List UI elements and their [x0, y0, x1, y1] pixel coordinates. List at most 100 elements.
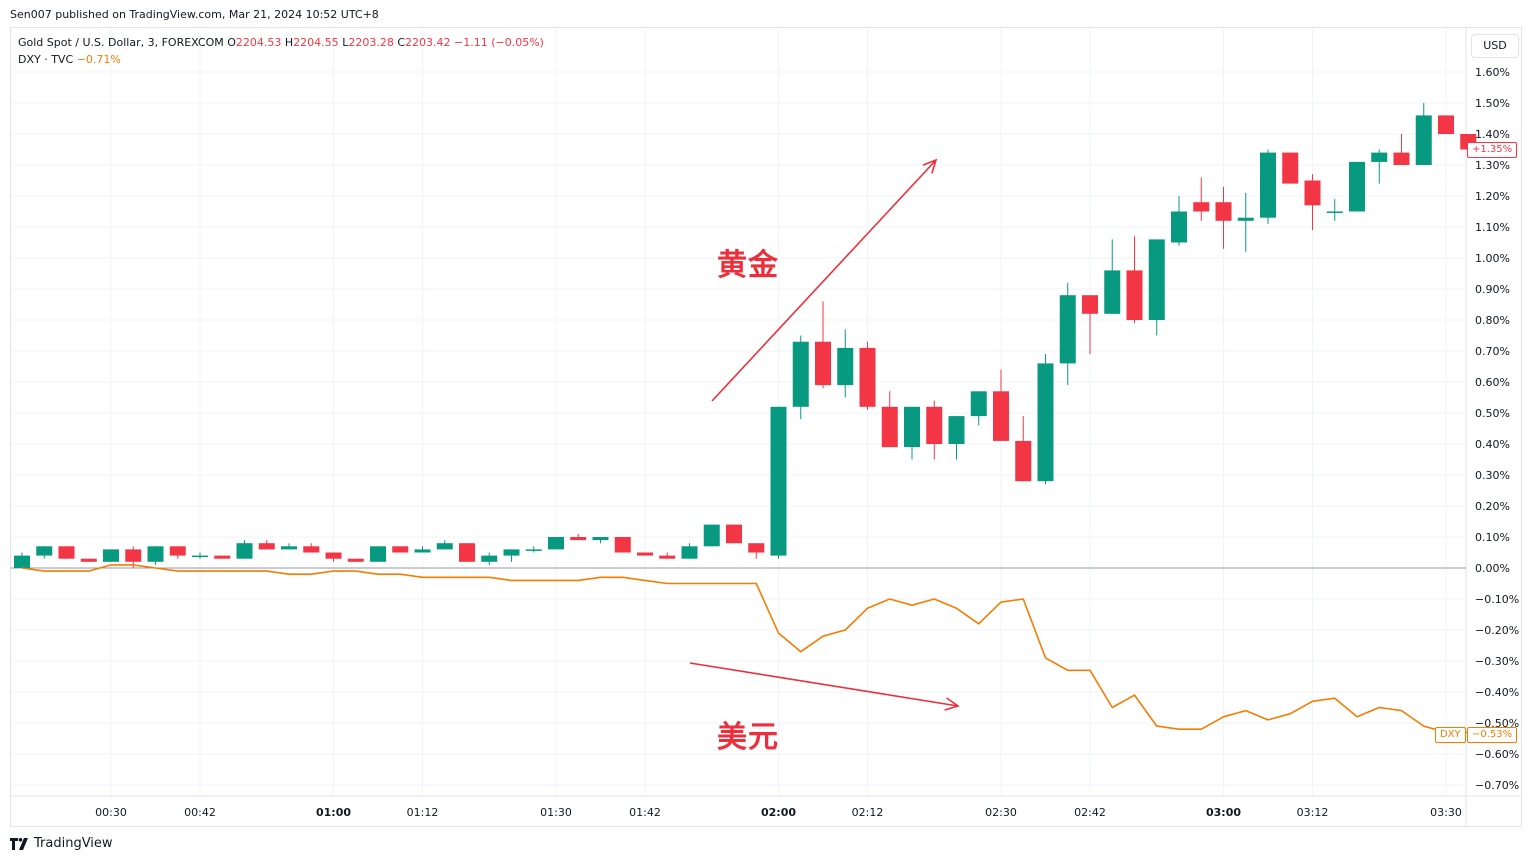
compare-symbol-legend: DXY · TVC −0.71% [18, 53, 121, 66]
y-tick-label: 1.00% [1475, 252, 1510, 265]
low-value: 2203.28 [348, 36, 394, 49]
candle-body [1171, 211, 1187, 243]
candle-body [1059, 295, 1076, 364]
symbol-title[interactable]: Gold Spot / U.S. Dollar, 3, FOREXCOM [18, 36, 224, 49]
y-tick-label: 0.00% [1475, 562, 1510, 575]
candle-body [192, 555, 208, 558]
candle-body [770, 406, 787, 556]
candle-body [459, 543, 475, 562]
open-value: 2204.53 [235, 36, 282, 49]
y-tick-label: −0.70% [1475, 779, 1519, 792]
brand-name: TradingView [34, 836, 113, 851]
low-label: L [342, 36, 349, 49]
dxy-down-arrow-head [944, 697, 960, 711]
candle-body [36, 546, 53, 556]
currency-button[interactable]: USD [1471, 34, 1519, 58]
y-tick-label: 1.20% [1475, 190, 1510, 203]
x-tick-label: 03:30 [1430, 806, 1462, 819]
candle-body [1415, 115, 1432, 165]
candle-body [325, 552, 342, 559]
y-tick-label: 0.10% [1475, 531, 1510, 544]
x-tick-label: 01:00 [316, 806, 351, 819]
y-tick-label: −0.10% [1475, 593, 1519, 606]
y-tick-label: −0.50% [1475, 717, 1519, 730]
candle-body [1215, 202, 1232, 221]
high-value: 2204.55 [293, 36, 339, 49]
y-tick-label: 0.90% [1475, 283, 1510, 296]
candle-body [525, 549, 542, 551]
y-tick-label: 0.50% [1475, 407, 1510, 420]
x-tick-label: 02:12 [852, 806, 884, 819]
candle-body [1326, 211, 1343, 213]
y-tick-label: 1.50% [1475, 97, 1510, 110]
tradingview-logo-icon [10, 837, 28, 850]
compare-symbol-title[interactable]: DXY · TVC [18, 53, 74, 66]
candle-body [548, 537, 564, 550]
y-tick-label: 0.80% [1475, 314, 1510, 327]
candle-body [948, 416, 965, 444]
high-label: H [284, 36, 294, 49]
candle-body [1371, 152, 1388, 162]
y-tick-label: 0.40% [1475, 438, 1510, 451]
candle-body [815, 341, 831, 386]
y-tick-label: 0.70% [1475, 345, 1510, 358]
candle-body [1015, 440, 1032, 482]
candle-body [347, 558, 364, 562]
candle-body [370, 546, 386, 562]
candle-body [570, 537, 587, 541]
candle-body [792, 341, 809, 407]
x-tick-label: 01:12 [407, 806, 439, 819]
candle-body [1104, 270, 1121, 314]
tradingview-brand[interactable]: TradingView [10, 836, 113, 851]
candle-body [1148, 239, 1165, 320]
chart-frame [10, 27, 1522, 827]
candle-body [1282, 152, 1299, 184]
dxy-name-label: DXY [1435, 727, 1466, 743]
y-tick-label: 0.20% [1475, 500, 1510, 513]
candle-body [1393, 152, 1410, 165]
candle-body [14, 555, 30, 568]
candle-body [1082, 295, 1098, 314]
candle-body [881, 406, 898, 448]
close-label: C [397, 36, 406, 49]
y-tick-label: 1.40% [1475, 128, 1510, 141]
candle-body [303, 546, 320, 553]
candle-body [904, 406, 920, 448]
y-tick-label: 1.60% [1475, 66, 1510, 79]
gold-up-arrow-head [922, 158, 938, 174]
y-tick-label: −0.30% [1475, 655, 1519, 668]
candle-body [80, 558, 97, 562]
candle-body [681, 546, 698, 559]
dxy-down-arrow [689, 662, 959, 707]
candle-body [103, 549, 119, 562]
candle-body [236, 543, 253, 559]
x-tick-label: 02:42 [1074, 806, 1106, 819]
candle-body [258, 543, 275, 550]
candle-body [58, 546, 75, 559]
x-tick-label: 02:30 [985, 806, 1017, 819]
candle-body [726, 524, 742, 544]
x-tick-label: 00:42 [184, 806, 216, 819]
change-value: −1.11 (−0.05%) [454, 36, 544, 49]
candle-body [1037, 363, 1054, 482]
candle-body [1349, 161, 1365, 212]
y-tick-label: 0.30% [1475, 469, 1510, 482]
candle-body [1193, 202, 1210, 212]
dxy-last-label: −0.53% [1467, 727, 1518, 743]
x-tick-label: 03:00 [1206, 806, 1241, 819]
compare-change: −0.71% [76, 53, 121, 66]
x-tick-label: 00:30 [95, 806, 127, 819]
candle-body [1438, 115, 1454, 134]
dxy-line [21, 564, 1469, 734]
candle-body [125, 549, 142, 562]
y-tick-label: −0.20% [1475, 624, 1519, 637]
candle-body [837, 347, 854, 386]
y-tick-label: 1.10% [1475, 221, 1510, 234]
dxy-annotation: 美元 [717, 720, 779, 755]
publisher-line: Sen007 published on TradingView.com, Mar… [10, 8, 379, 21]
candle-body [993, 391, 1009, 441]
candle-body [614, 537, 631, 553]
close-value: 2203.42 [405, 36, 451, 49]
candle-body [214, 555, 231, 559]
